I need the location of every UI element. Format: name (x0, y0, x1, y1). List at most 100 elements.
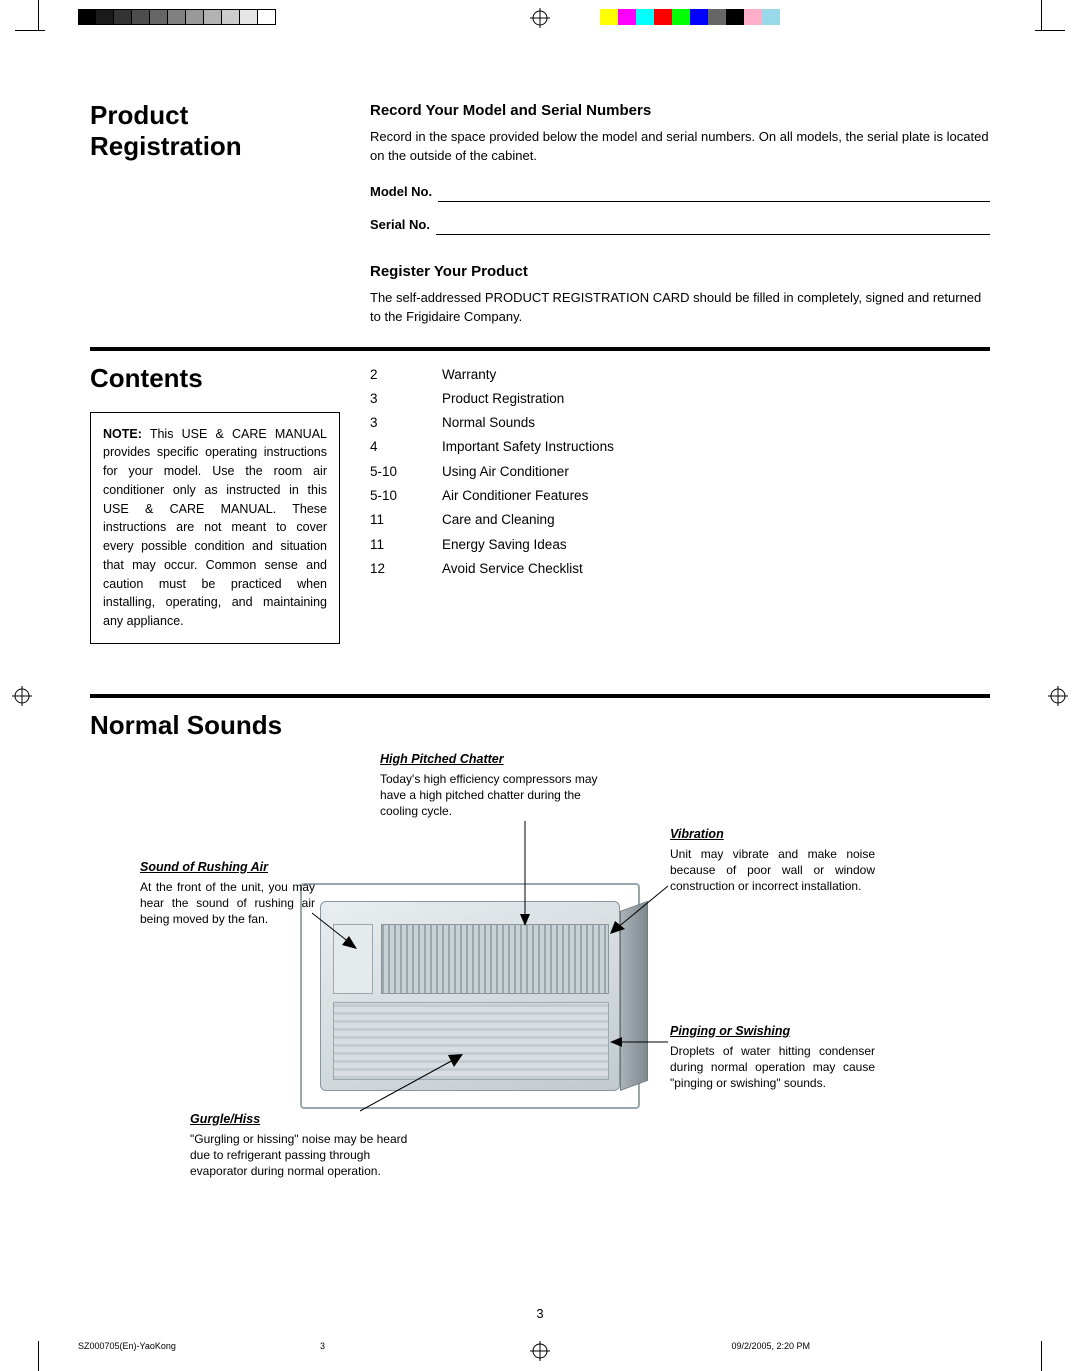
toc-row: 12 Avoid Service Checklist (370, 557, 614, 581)
callout-text: "Gurgling or hissing" noise may be heard… (190, 1132, 407, 1178)
note-label: NOTE: (103, 427, 142, 441)
swatch (708, 9, 726, 25)
callout-title: Vibration (670, 826, 875, 843)
registration-cross-bottom (530, 1341, 550, 1361)
swatch (672, 9, 690, 25)
swatch (168, 9, 186, 25)
swatch (258, 9, 276, 25)
footer-left: SZ000705(En)-YaoKong (78, 1341, 176, 1351)
callout-text: At the front of the unit, you may hear t… (140, 880, 315, 926)
toc-row: 2 Warranty (370, 363, 614, 387)
crop-mark (1041, 1341, 1042, 1371)
toc-page: 3 (370, 387, 412, 411)
toc-page: 11 (370, 508, 412, 532)
callout-title: High Pitched Chatter (380, 751, 610, 768)
crop-mark (1035, 30, 1065, 31)
toc-row: 3 Normal Sounds (370, 411, 614, 435)
swatch (618, 9, 636, 25)
contents-title: Contents (90, 363, 340, 394)
grayscale-swatches (78, 9, 276, 25)
serial-number-field: Serial No. (370, 216, 990, 235)
swatch (96, 9, 114, 25)
section-divider (90, 347, 990, 351)
crop-mark (15, 30, 45, 31)
record-numbers-text: Record in the space provided below the m… (370, 128, 990, 166)
toc-page: 11 (370, 533, 412, 557)
swatch (780, 9, 798, 25)
swatch (114, 9, 132, 25)
note-text: This USE & CARE MANUAL provides specific… (103, 427, 327, 629)
normal-sounds-title: Normal Sounds (90, 710, 990, 741)
callout-text: Droplets of water hitting condenser duri… (670, 1044, 875, 1090)
callout-title: Pinging or Swishing (670, 1023, 875, 1040)
swatch (222, 9, 240, 25)
toc-row: 3 Product Registration (370, 387, 614, 411)
callout-high-pitched: High Pitched Chatter Today's high effici… (380, 751, 610, 819)
callout-pinging: Pinging or Swishing Droplets of water hi… (670, 1023, 875, 1091)
toc-row: 11 Care and Cleaning (370, 508, 614, 532)
toc-item: Using Air Conditioner (442, 460, 569, 484)
swatch (240, 9, 258, 25)
toc-row: 11 Energy Saving Ideas (370, 533, 614, 557)
contents-note-box: NOTE: This USE & CARE MANUAL provides sp… (90, 412, 340, 644)
toc-row: 5-10 Air Conditioner Features (370, 484, 614, 508)
print-registration-top (0, 0, 1080, 34)
swatch (726, 9, 744, 25)
swatch (204, 9, 222, 25)
toc-item: Air Conditioner Features (442, 484, 588, 508)
swatch (654, 9, 672, 25)
toc-item: Important Safety Instructions (442, 435, 614, 459)
footer-right: 09/2/2005, 2:20 PM (731, 1341, 810, 1351)
toc-item: Care and Cleaning (442, 508, 555, 532)
air-conditioner-illustration (320, 901, 650, 1121)
model-number-field: Model No. (370, 183, 990, 202)
record-numbers-heading: Record Your Model and Serial Numbers (370, 100, 990, 122)
toc-page: 5-10 (370, 484, 412, 508)
callout-text: Today's high efficiency compressors may … (380, 772, 598, 818)
toc-item: Warranty (442, 363, 496, 387)
table-of-contents: 2 Warranty 3 Product Registration 3 Normal So… (370, 363, 614, 582)
crop-mark (1041, 0, 1042, 30)
crop-mark (38, 0, 39, 30)
swatch (600, 9, 618, 25)
section-divider (90, 694, 990, 698)
swatch (186, 9, 204, 25)
toc-item: Product Registration (442, 387, 564, 411)
toc-row: 5-10 Using Air Conditioner (370, 460, 614, 484)
normal-sounds-diagram: High Pitched Chatter Today's high effici… (90, 751, 990, 1211)
product-registration-title: Product Registration (90, 100, 340, 162)
registration-cross-left (12, 686, 32, 706)
page-content: Product Registration Record Your Model a… (90, 100, 990, 1301)
toc-row: 4Important Safety Instructions (370, 435, 614, 459)
callout-text: Unit may vibrate and make noise because … (670, 847, 875, 893)
register-product-text: The self-addressed PRODUCT REGISTRATION … (370, 289, 990, 327)
toc-item: Avoid Service Checklist (442, 557, 583, 581)
serial-no-label: Serial No. (370, 216, 430, 235)
model-no-label: Model No. (370, 183, 432, 202)
model-no-line (438, 188, 990, 202)
registration-cross-right (1048, 686, 1068, 706)
product-registration-section: Product Registration Record Your Model a… (90, 100, 990, 327)
callout-title: Gurgle/Hiss (190, 1111, 430, 1128)
toc-page: 2 (370, 363, 412, 387)
toc-page: 12 (370, 557, 412, 581)
color-swatches (600, 9, 798, 25)
swatch (690, 9, 708, 25)
callout-rushing-air: Sound of Rushing Air At the front of the… (140, 859, 315, 927)
toc-page: 3 (370, 411, 412, 435)
toc-item: Energy Saving Ideas (442, 533, 567, 557)
register-product-heading: Register Your Product (370, 261, 990, 283)
callout-vibration: Vibration Unit may vibrate and make nois… (670, 826, 875, 894)
toc-item: Normal Sounds (442, 411, 535, 435)
swatch (636, 9, 654, 25)
page-number: 3 (0, 1306, 1080, 1321)
callout-gurgle: Gurgle/Hiss "Gurgling or hissing" noise … (190, 1111, 430, 1179)
swatch (150, 9, 168, 25)
swatch (744, 9, 762, 25)
toc-page: 5-10 (370, 460, 412, 484)
callout-title: Sound of Rushing Air (140, 859, 315, 876)
swatch (78, 9, 96, 25)
footer-center: 3 (320, 1341, 325, 1351)
crop-mark (38, 1341, 39, 1371)
swatch (132, 9, 150, 25)
